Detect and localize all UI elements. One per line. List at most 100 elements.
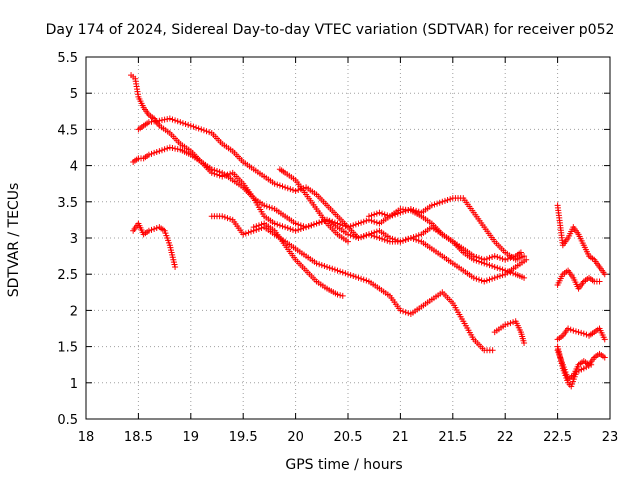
data-point [187,122,194,129]
data-point [308,222,315,229]
data-point [345,231,351,238]
data-points [128,72,608,390]
data-point [355,220,362,227]
data-point [347,232,354,239]
data-point [415,237,422,244]
data-point [441,197,448,204]
y-tick-label: 5 [70,87,78,102]
data-point [337,292,344,299]
data-point [486,254,493,261]
data-point [287,186,294,193]
data-point [601,336,608,343]
series-track-n [554,343,595,390]
data-point [499,266,506,273]
data-point [292,220,299,227]
data-point [326,264,333,271]
data-point [360,218,367,225]
data-point [295,221,302,228]
series-track-c [130,144,528,263]
data-point [292,227,299,234]
data-point [379,235,386,242]
x-tick-label: 19 [183,430,200,445]
data-point [211,170,218,177]
data-point [486,262,493,269]
data-point [305,223,312,230]
y-tick-label: 0.5 [57,413,78,428]
data-point [478,277,485,284]
data-point [216,172,223,179]
data-point [148,226,155,233]
data-point [494,254,501,261]
data-point [400,308,407,315]
series-track-a [128,72,530,285]
x-tick-label: 20.5 [334,430,363,445]
data-point [174,118,181,125]
data-point [329,218,336,225]
data-point [491,263,498,270]
data-point [326,217,333,224]
data-point [158,117,165,124]
data-point [368,212,375,219]
data-point [373,219,380,226]
series-track-g [130,220,179,270]
data-point [345,224,351,231]
y-tick-label: 2 [70,304,78,319]
data-point [510,254,517,261]
data-point [153,149,160,156]
data-point [274,181,281,188]
data-point [248,228,255,235]
data-point [169,116,176,123]
data-point [203,128,210,135]
data-point [476,254,482,261]
data-point [415,232,422,239]
data-point [355,235,362,241]
data-point [161,146,168,153]
data-point [431,201,438,208]
chart-title: Day 174 of 2024, Sidereal Day-to-day VTE… [46,22,615,38]
data-point [182,120,189,127]
data-point [373,210,380,217]
data-point [504,320,511,327]
data-point [284,225,291,232]
data-point [572,328,579,335]
x-tick-label: 22.5 [543,430,572,445]
data-point [334,267,341,274]
data-point [355,274,362,281]
data-point [502,256,509,263]
data-point [510,270,517,277]
series-track-d [208,213,496,354]
data-point [368,230,375,237]
data-point [358,219,365,226]
data-point [219,213,226,220]
data-point [368,217,375,224]
data-point [352,221,359,228]
data-point [345,238,351,245]
data-point [407,235,414,241]
data-point [381,236,388,243]
data-point [331,266,338,273]
y-tick-labels: 0.5 1 1.5 2 2.5 3 3.5 4 4.5 5 5.5 [57,51,78,428]
data-point [164,145,171,152]
data-point [145,151,152,158]
series-track-l [554,325,608,343]
data-point [507,320,514,327]
data-point [253,223,260,230]
data-point [221,172,228,179]
data-point [156,117,163,124]
data-point [521,339,528,346]
data-point [565,325,572,332]
data-point [444,196,451,203]
data-point [392,236,399,243]
data-point [373,228,380,235]
data-point [358,275,365,282]
data-point [428,202,435,209]
data-point [365,231,372,238]
x-tick-label: 23 [602,430,619,445]
data-point [434,200,441,207]
data-point [575,329,582,336]
data-point [499,272,506,279]
x-tick-labels: 18 18.5 19 19.5 20 20.5 21 21.5 22 22.5 23 [78,430,619,445]
data-point [342,223,349,230]
data-point [507,254,514,261]
data-point [402,309,409,316]
